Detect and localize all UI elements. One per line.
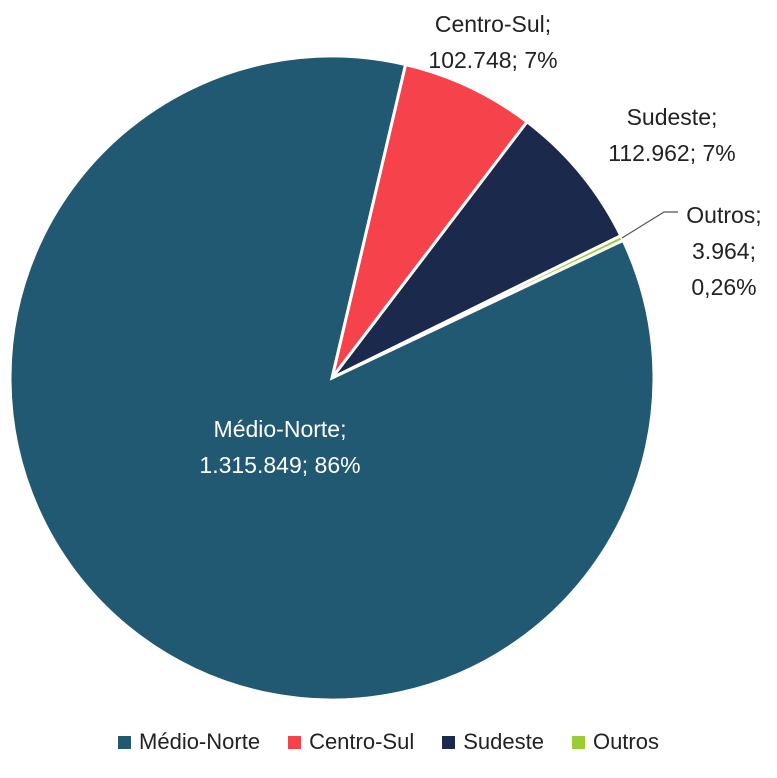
data-label-line: Sudeste; (627, 104, 718, 130)
data-label-line: Outros; (686, 202, 761, 228)
pie-slice-centro-sul (330, 62, 530, 379)
legend-swatch-outros (571, 735, 585, 749)
legend-swatch-centro-sul (288, 735, 302, 749)
data-label-line: 0,26% (691, 274, 756, 300)
data-label-line: 3.964; (692, 238, 756, 264)
data-label-line: 112.962; 7% (608, 140, 735, 166)
data-label-medio-norte: Médio-Norte; 1.315.849; 86% (199, 416, 360, 478)
legend-label-sudeste: Sudeste (463, 729, 544, 754)
pie-slices (8, 54, 656, 702)
data-label-line: 1.315.849; 86% (199, 452, 360, 478)
legend-label-medio-norte: Médio-Norte (139, 729, 261, 754)
pie-slice-sudeste (330, 119, 623, 380)
pie-data-labels: Médio-Norte; 1.315.849; 86% Centro-Sul; 102… (199, 11, 761, 478)
legend-swatch-medio-norte (118, 735, 132, 749)
legend-label-centro-sul: Centro-Sul (309, 729, 415, 754)
pie-slice-medio-norte (8, 54, 656, 702)
data-label-line: 102.748; 7% (428, 47, 557, 73)
legend-item-centro-sul: Centro-Sul (288, 729, 414, 755)
legend-label-outros: Outros (592, 729, 659, 754)
data-label-line: Centro-Sul; (435, 11, 551, 37)
legend-item-sudeste: Sudeste (442, 729, 544, 755)
chart-legend: Médio-Norte Centro-Sul Sudeste Outros (0, 722, 777, 762)
legend-item-outros: Outros (571, 729, 659, 755)
data-label-centro-sul: Centro-Sul; 102.748; 7% (428, 11, 557, 73)
data-label-sudeste: Sudeste; 112.962; 7% (608, 104, 735, 166)
legend-swatch-sudeste (442, 735, 456, 749)
legend-item-medio-norte: Médio-Norte (118, 729, 260, 755)
data-label-outros: Outros; 3.964; 0,26% (686, 202, 761, 300)
data-label-line: Médio-Norte; (214, 416, 347, 442)
leader-line-outros (621, 211, 678, 239)
